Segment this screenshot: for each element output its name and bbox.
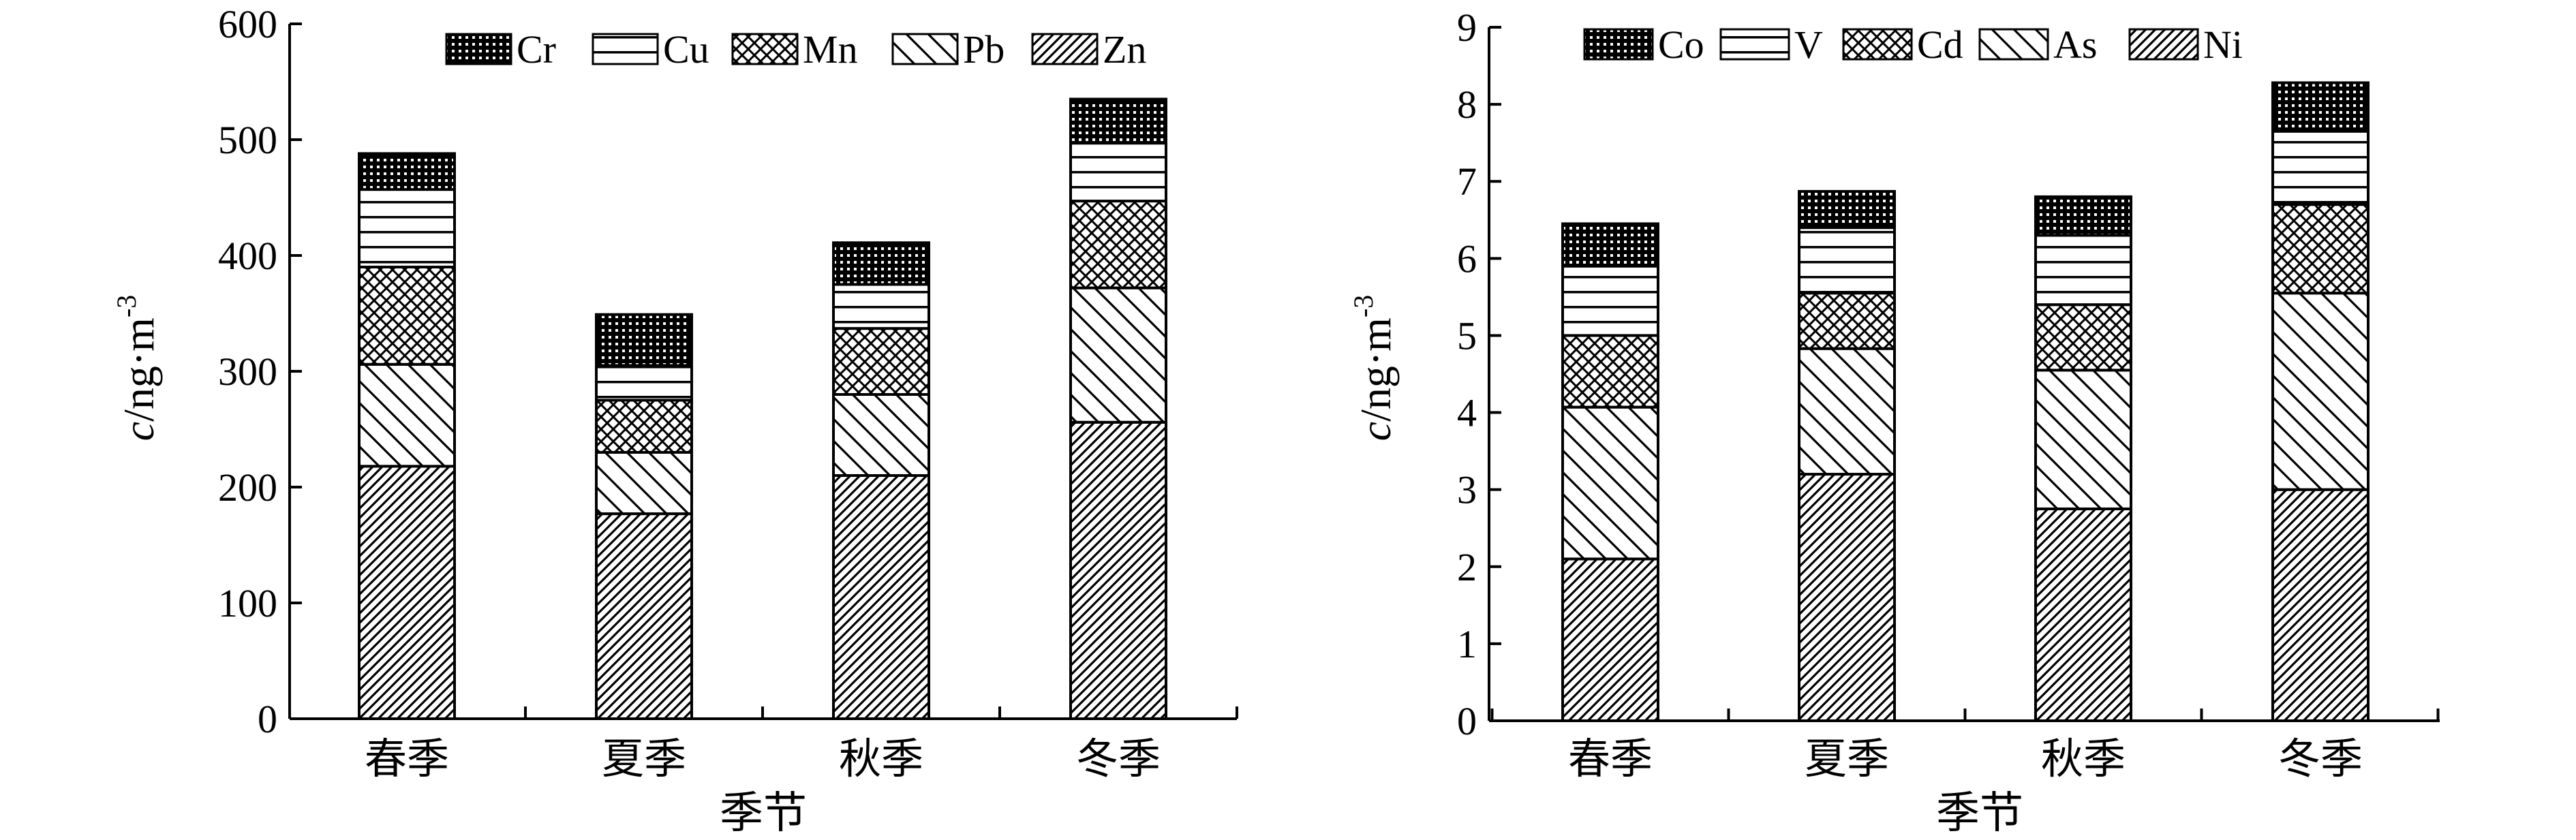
- x-tick-label: 秋季: [839, 736, 923, 783]
- bar-segment-cu-1: [358, 188, 456, 269]
- legend-label-cr: Cr: [517, 27, 556, 72]
- legend-swatch-co: [1583, 28, 1654, 61]
- y-tick-label: 100: [218, 581, 277, 625]
- bar-segment-cu-4: [1069, 142, 1167, 203]
- bar-segment-pb-3: [832, 393, 930, 477]
- bar-segment-ni-2: [1798, 473, 1896, 722]
- legend-swatch-ni: [2128, 28, 2199, 61]
- legend-swatch-cr: [445, 33, 512, 65]
- x-tick-label: 夏季: [602, 736, 686, 783]
- y-tick-label: 0: [258, 697, 277, 741]
- y-tick-label: 6: [1457, 236, 1477, 281]
- bar-segment-cu-3: [832, 283, 930, 330]
- y-tick-label: 200: [218, 465, 277, 510]
- bar-segment-co-3: [2034, 195, 2132, 237]
- x-axis-title: 季节: [1936, 789, 2023, 837]
- bar-segment-v-3: [2034, 234, 2132, 307]
- bar-segment-v-4: [2271, 129, 2370, 206]
- legend-swatch-pb: [891, 33, 959, 65]
- bar-segment-as-1: [1561, 405, 1659, 561]
- legend-label-as: As: [2053, 22, 2097, 67]
- bar-segment-v-2: [1798, 226, 1896, 295]
- legend-swatch-cd: [1842, 28, 1913, 61]
- y-axis-title: c/ng·m-3: [1348, 295, 1400, 441]
- bar-segment-cr-1: [358, 152, 456, 191]
- bar-segment-zn-1: [358, 465, 456, 721]
- bar-segment-cd-4: [2271, 203, 2370, 295]
- bar-segment-as-3: [2034, 369, 2132, 510]
- bar-segment-ni-1: [1561, 557, 1659, 723]
- y-tick-label: 9: [1457, 5, 1477, 50]
- y-tick-label: 8: [1457, 82, 1477, 127]
- legend-label-ni: Ni: [2203, 22, 2243, 67]
- bar-segment-co-2: [1798, 189, 1896, 230]
- x-tick-label: 秋季: [2041, 736, 2126, 783]
- y-axis-title: c/ng·m-3: [111, 295, 163, 441]
- x-tick-label: 冬季: [2278, 736, 2363, 783]
- bar-segment-cr-4: [1069, 97, 1167, 145]
- legend-swatch-zn: [1031, 33, 1099, 65]
- x-tick-label: 冬季: [1076, 736, 1161, 783]
- legend-swatch-mn: [731, 33, 799, 65]
- bar-segment-cd-3: [2034, 303, 2132, 372]
- bar-segment-cu-2: [595, 364, 693, 402]
- bar-segment-ni-3: [2034, 507, 2132, 722]
- legend-label-co: Co: [1658, 22, 1704, 67]
- bar-segment-mn-3: [832, 327, 930, 396]
- x-tick-label: 春季: [1568, 736, 1653, 783]
- y-tick-label: 600: [218, 2, 277, 46]
- y-tick-label: 500: [218, 118, 277, 162]
- bar-segment-zn-2: [595, 512, 693, 720]
- bar-segment-as-2: [1798, 347, 1896, 476]
- bar-segment-pb-2: [595, 451, 693, 516]
- y-tick-label: 300: [218, 349, 277, 394]
- bar-segment-cr-2: [595, 313, 693, 367]
- bar-segment-cd-1: [1561, 334, 1659, 409]
- y-tick-label: 3: [1457, 468, 1477, 512]
- y-tick-label: 400: [218, 234, 277, 278]
- legend-label-cd: Cd: [1917, 22, 1963, 67]
- y-tick-label: 2: [1457, 545, 1477, 589]
- legend-label-mn: Mn: [803, 27, 858, 72]
- legend-label-pb: Pb: [963, 27, 1005, 72]
- bar-segment-cd-2: [1798, 292, 1896, 350]
- x-tick-label: 夏季: [1805, 736, 1889, 783]
- legend-swatch-v: [1719, 28, 1790, 61]
- bar-segment-as-4: [2271, 292, 2370, 491]
- bar-segment-zn-3: [832, 474, 930, 720]
- y-tick-label: 0: [1457, 699, 1477, 743]
- bar-segment-co-4: [2271, 81, 2370, 133]
- y-tick-label: 7: [1457, 159, 1477, 204]
- y-tick-label: 1: [1457, 622, 1477, 666]
- legend-swatch-cu: [592, 33, 659, 65]
- bar-segment-mn-1: [358, 266, 456, 366]
- y-tick-label: 5: [1457, 313, 1477, 358]
- bar-segment-zn-4: [1069, 420, 1167, 720]
- legend-swatch-as: [1978, 28, 2049, 61]
- bar-segment-mn-4: [1069, 200, 1167, 290]
- bar-segment-v-1: [1561, 264, 1659, 337]
- bar-segment-co-1: [1561, 222, 1659, 268]
- bar-segment-mn-2: [595, 399, 693, 454]
- x-tick-label: 春季: [365, 736, 449, 783]
- bar-segment-pb-1: [358, 362, 456, 468]
- legend-label-v: V: [1794, 22, 1823, 67]
- bar-segment-cr-3: [832, 241, 930, 286]
- bar-segment-ni-4: [2271, 488, 2370, 723]
- x-axis-title: 季节: [720, 789, 807, 837]
- legend-label-zn: Zn: [1103, 27, 1146, 72]
- bar-segment-pb-4: [1069, 286, 1167, 424]
- legend-label-cu: Cu: [663, 27, 709, 72]
- y-tick-label: 4: [1457, 391, 1477, 435]
